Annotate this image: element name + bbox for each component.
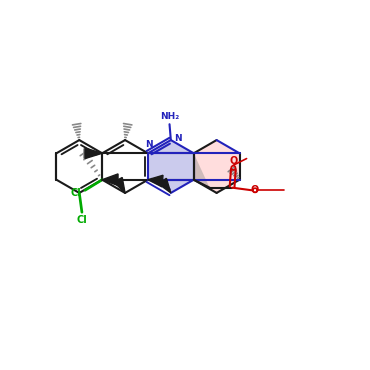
Text: NH₂: NH₂: [160, 112, 179, 121]
Polygon shape: [194, 140, 239, 193]
Polygon shape: [114, 178, 125, 193]
Text: O: O: [229, 157, 238, 166]
Text: Cl: Cl: [70, 188, 81, 198]
Text: O: O: [251, 185, 259, 195]
Polygon shape: [159, 178, 171, 193]
Polygon shape: [148, 175, 163, 187]
Text: N: N: [174, 134, 182, 143]
Polygon shape: [148, 140, 194, 193]
Text: N: N: [145, 139, 153, 148]
Polygon shape: [102, 174, 118, 185]
Polygon shape: [194, 153, 209, 188]
Polygon shape: [85, 148, 102, 159]
Text: Cl: Cl: [77, 215, 87, 225]
